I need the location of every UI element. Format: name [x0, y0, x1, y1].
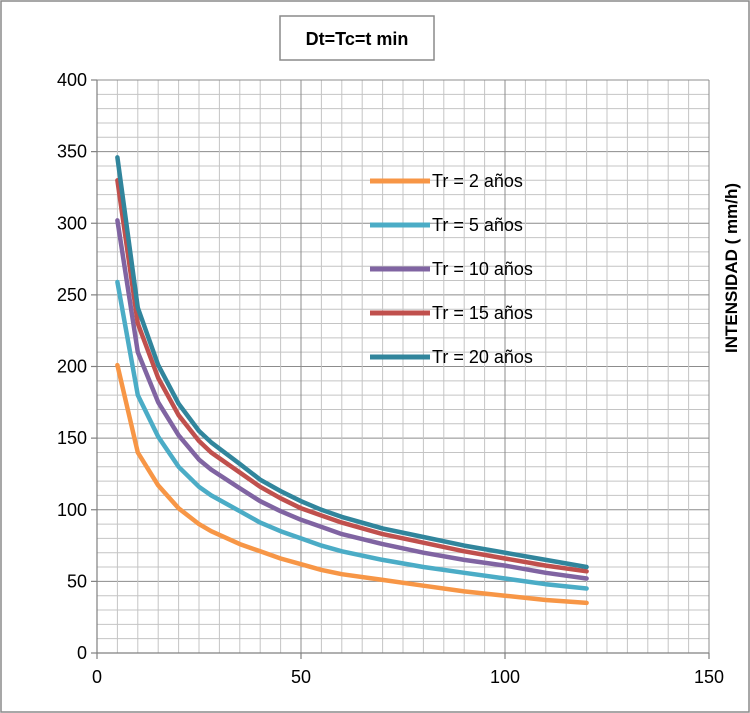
y-tick-label: 350	[57, 142, 87, 162]
x-tick-label: 0	[92, 667, 102, 687]
y-tick-label: 0	[77, 643, 87, 663]
legend-label: Tr = 2 años	[432, 171, 523, 191]
series-line-5	[115, 155, 589, 570]
legend-label: Tr = 10 años	[432, 259, 533, 279]
y-tick-label: 300	[57, 213, 87, 233]
legend-label: Tr = 5 años	[432, 215, 523, 235]
y-tick-label: 50	[67, 571, 87, 591]
x-tick-label: 150	[694, 667, 724, 687]
grid-lines	[97, 79, 710, 653]
title-box: Dt=Tc=t min	[279, 15, 435, 61]
y-tick-label: 250	[57, 285, 87, 305]
title-box-border	[279, 15, 435, 61]
legend-label: Tr = 20 años	[432, 347, 533, 367]
series-line-4	[115, 178, 589, 574]
y-tick-label: 400	[57, 70, 87, 90]
series-line-2	[115, 279, 589, 591]
y-axis-label: INTENSIDAD ( mm/h)	[722, 183, 741, 353]
axes: 0 50 100 150 200 250 300 350 400 0 50 100 150	[57, 70, 724, 687]
y-tick-label: 200	[57, 357, 87, 377]
series-line-3	[115, 218, 589, 581]
chart-title: Dt=Tc=t min	[306, 29, 409, 49]
legend-label: Tr = 15 años	[432, 303, 533, 323]
x-tick-label: 100	[490, 667, 520, 687]
y-tick-label: 150	[57, 428, 87, 448]
y-tick-label: 100	[57, 500, 87, 520]
series-lines	[115, 155, 589, 606]
series-line-1	[115, 362, 589, 606]
x-tick-label: 50	[291, 667, 311, 687]
legend: Tr = 2 años Tr = 5 años Tr = 10 años Tr = 1…	[370, 171, 533, 367]
